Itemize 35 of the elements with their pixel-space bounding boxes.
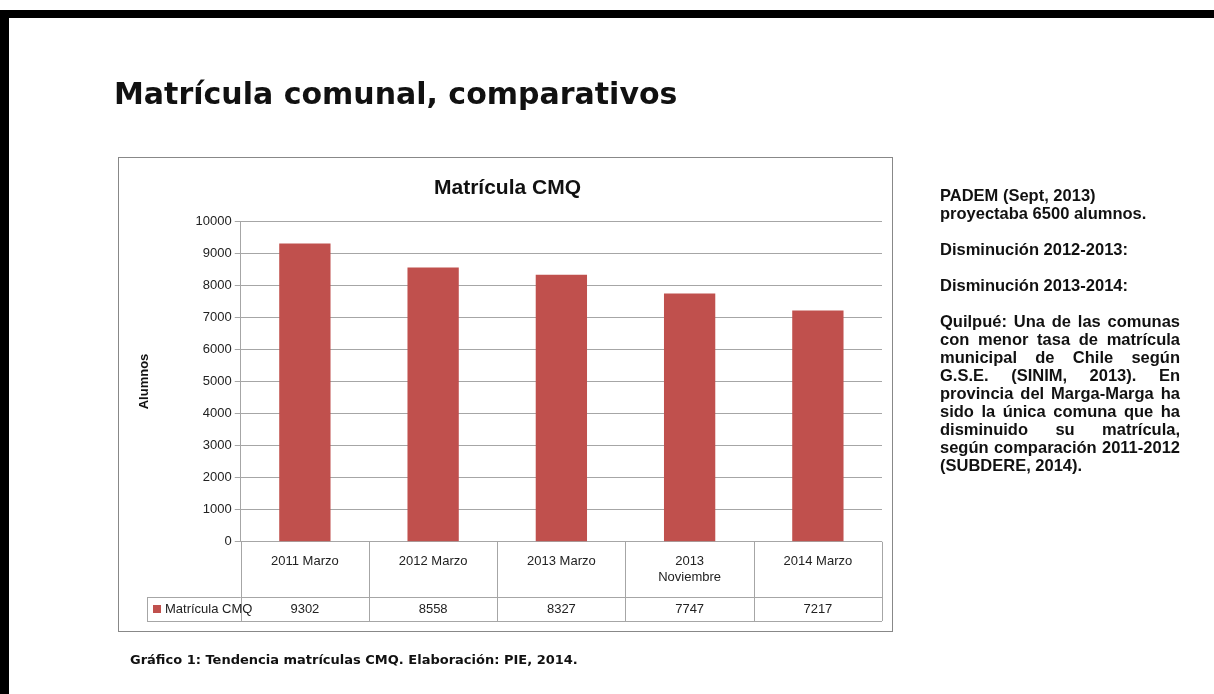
y-tick-label: 4000 bbox=[202, 405, 232, 421]
x-tick-label: 2013 Noviembre bbox=[658, 553, 722, 584]
x-tick-label: 2011 Marzo bbox=[271, 553, 339, 569]
bar bbox=[407, 267, 459, 542]
data-label: 9302 bbox=[290, 600, 320, 616]
text: Gráfico 1: Tendencia matrículas CMQ. Elaboración: PIE, 2014. bbox=[130, 652, 578, 667]
y-tick-label: 9000 bbox=[202, 244, 232, 260]
y-tick-label: 8000 bbox=[202, 276, 232, 292]
text: Quilpué: Una de las comunas con menor tasa de matrícula municipal de Chile según G.S.E. (SINIM, 2013). En provincia del Marga-Marga ha sido la única comuna que ha disminuido su matrícula, según comparación 2011-2012 (SUBDERE, 2014). bbox=[940, 312, 1180, 474]
data-label: 8327 bbox=[546, 600, 576, 616]
bar bbox=[663, 293, 716, 542]
bar bbox=[792, 310, 844, 542]
x-tick-label: 2013 Marzo bbox=[527, 553, 596, 569]
y-tick-label: 2000 bbox=[202, 469, 232, 485]
y-axis-title: Alumnos bbox=[136, 353, 152, 410]
y-tick-label: 3000 bbox=[202, 437, 232, 453]
y-tick-label: 6000 bbox=[202, 341, 232, 357]
x-tick-label: 2012 Marzo bbox=[398, 553, 468, 569]
chart-title: Matrícula comunal, comparativos bbox=[114, 76, 678, 111]
bar bbox=[535, 274, 588, 542]
text: Disminución 2013-2014: bbox=[940, 276, 1129, 294]
legend-label: Matrícula CMQ bbox=[165, 600, 253, 616]
y-tick-label: 10000 bbox=[195, 212, 232, 228]
text: PADEM (Sept, 2013) proyectaba 6500 alumnos. bbox=[940, 186, 1148, 222]
data-label: 7747 bbox=[675, 600, 705, 616]
y-tick-label: 5000 bbox=[202, 373, 232, 389]
text: Disminución 2012-2013: bbox=[940, 240, 1129, 258]
chart-subtitle: Matrícula CMQ bbox=[433, 175, 582, 199]
data-label: 7217 bbox=[803, 600, 833, 616]
bar bbox=[279, 243, 331, 542]
x-tick-label: 2014 Marzo bbox=[783, 553, 853, 569]
y-tick-label: 0 bbox=[224, 533, 232, 549]
y-tick-label: 7000 bbox=[202, 308, 232, 324]
data-label: 8558 bbox=[418, 600, 448, 616]
y-tick-label: 1000 bbox=[202, 501, 232, 517]
